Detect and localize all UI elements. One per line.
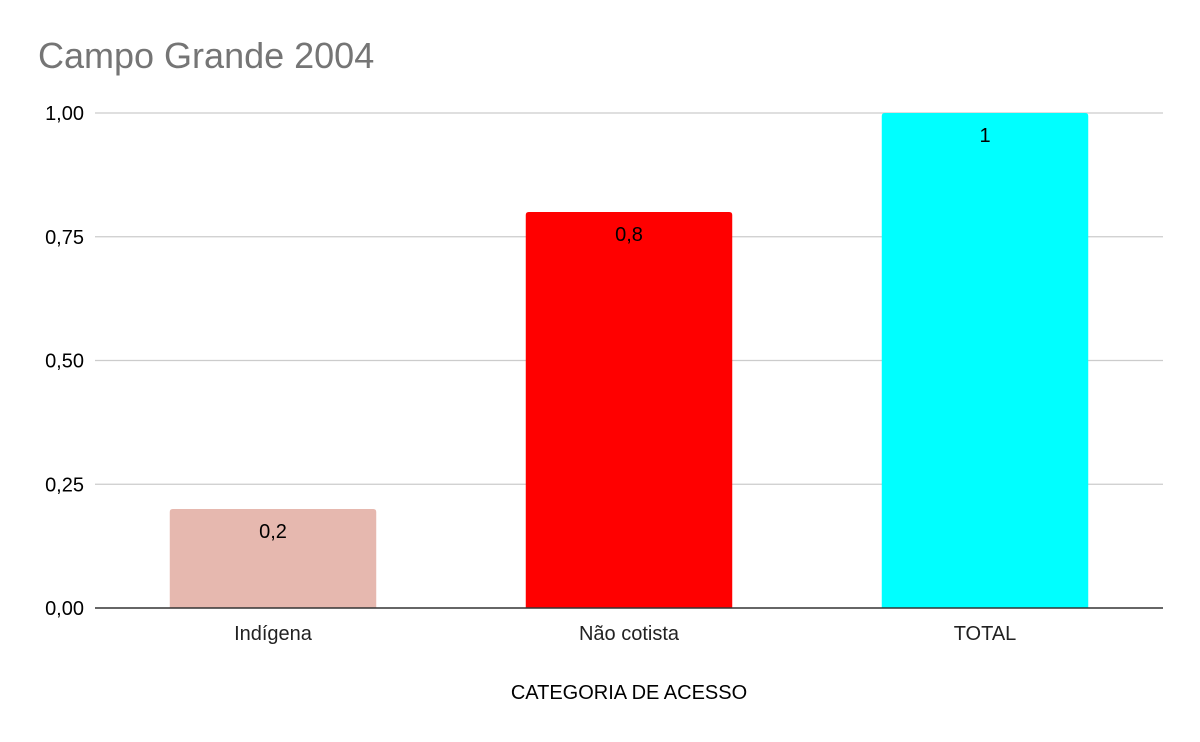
x-tick-label: TOTAL xyxy=(954,623,1017,645)
bar xyxy=(881,113,1089,608)
x-tick-label: Não cotista xyxy=(579,623,680,645)
bars: 0,2 0,8 1 xyxy=(169,113,1089,608)
y-tick-label: 0,50 xyxy=(45,351,84,373)
data-label: 0,2 xyxy=(259,521,287,543)
data-label: 0,8 xyxy=(615,224,643,246)
y-tick-label: 0,00 xyxy=(45,598,84,620)
bar xyxy=(525,212,733,608)
x-axis-label: CATEGORIA DE ACESSO xyxy=(511,682,747,704)
x-tick-label: Indígena xyxy=(234,623,313,645)
y-tick-label: 1,00 xyxy=(45,103,84,125)
y-tick-label: 0,75 xyxy=(45,227,84,249)
bar xyxy=(169,509,377,608)
axes: 0,00 0,25 0,50 0,75 1,00 Indígena Não cotista T… xyxy=(45,103,1163,645)
data-label: 1 xyxy=(979,125,990,147)
chart-title: Campo Grande 2004 xyxy=(38,35,374,76)
y-tick-label: 0,25 xyxy=(45,474,84,496)
